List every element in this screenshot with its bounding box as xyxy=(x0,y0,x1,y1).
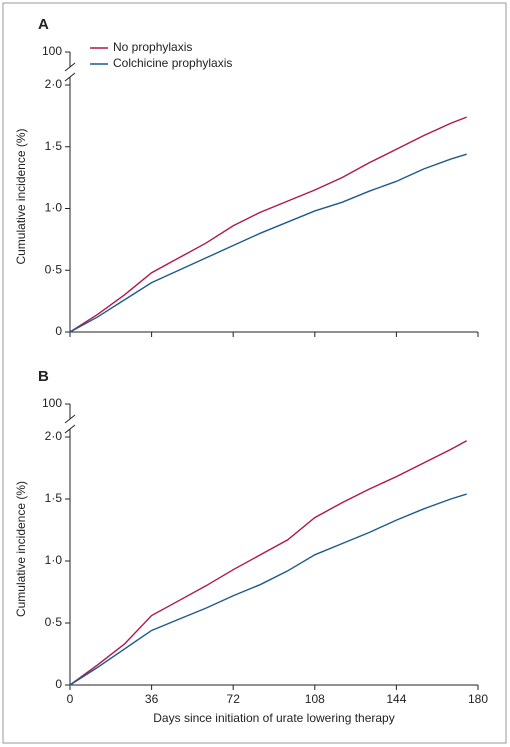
y-tick-label: 1·5 xyxy=(45,491,63,505)
series-line xyxy=(69,153,467,333)
y-tick-label: 0·5 xyxy=(45,615,63,629)
y-tick-label: 100 xyxy=(42,396,62,410)
y-tick-label: 0 xyxy=(55,324,62,338)
y-tick-label: 1·0 xyxy=(45,553,63,567)
axis-break xyxy=(64,424,76,434)
x-tick-label: 72 xyxy=(227,692,241,706)
y-tick-label: 2·0 xyxy=(45,77,63,91)
legend-label: Colchicine prophylaxis xyxy=(113,56,232,70)
y-tick-label: 1·5 xyxy=(45,139,63,153)
series-line xyxy=(69,116,467,333)
series-line xyxy=(69,493,467,686)
axis-break xyxy=(64,62,76,72)
panel-title: B xyxy=(38,368,49,385)
y-tick-label: 2·0 xyxy=(45,429,63,443)
y-tick-label: 0 xyxy=(55,677,62,691)
legend-label: No prophylaxis xyxy=(113,40,192,54)
series-line xyxy=(69,440,468,686)
x-tick-label: 144 xyxy=(386,692,406,706)
y-tick-label: 0·5 xyxy=(45,262,63,276)
x-tick-label: 180 xyxy=(468,692,488,706)
x-tick-label: 36 xyxy=(145,692,159,706)
y-tick-label: 1·0 xyxy=(45,201,63,215)
y-axis-label: Cumulative incidence (%) xyxy=(14,128,28,264)
panel-title: A xyxy=(38,16,49,33)
axis-break xyxy=(64,414,76,424)
y-tick-label: 100 xyxy=(42,44,62,58)
axis-break xyxy=(64,72,76,82)
x-tick-label: 0 xyxy=(67,692,74,706)
x-tick-label: 108 xyxy=(305,692,325,706)
y-axis-label: Cumulative incidence (%) xyxy=(14,481,28,617)
x-axis-label: Days since initiation of urate lowering … xyxy=(153,711,394,725)
